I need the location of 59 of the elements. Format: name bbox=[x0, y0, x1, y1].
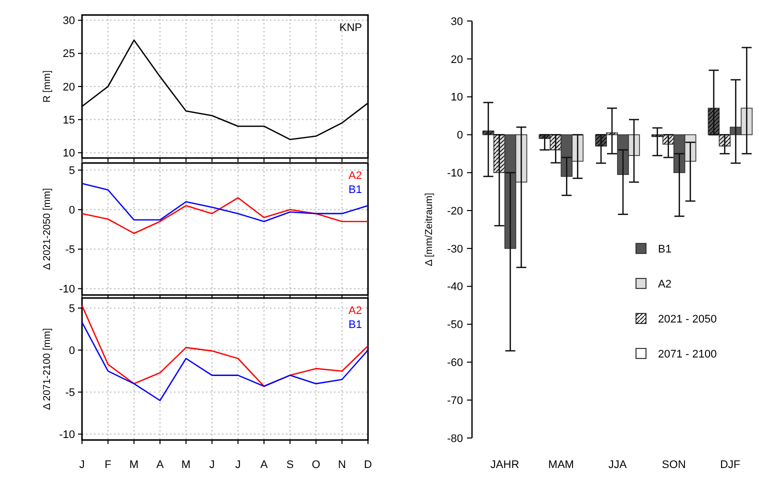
x-tick-label: J bbox=[235, 459, 241, 471]
x-tick-label: N bbox=[338, 459, 346, 471]
y-axis-title: Δ [mm/Zeitraum] bbox=[424, 192, 435, 266]
y-tick-label: 10 bbox=[450, 92, 463, 104]
annotation: B1 bbox=[658, 243, 672, 256]
y-tick-label: 30 bbox=[450, 16, 463, 28]
y-tick-label: 10 bbox=[62, 148, 75, 160]
x-tick-label: JJA bbox=[608, 459, 628, 471]
x-tick-label: F bbox=[104, 459, 112, 471]
y-tick-label: 0 bbox=[68, 204, 75, 216]
x-tick-label: J bbox=[79, 459, 85, 471]
y-tick-label: 0 bbox=[68, 344, 75, 357]
x-tick-label: DJF bbox=[720, 459, 741, 471]
line-series bbox=[81, 304, 369, 387]
text: A2 bbox=[348, 305, 362, 317]
y-tick-label: 5 bbox=[68, 164, 75, 177]
x-tick-label: D bbox=[364, 459, 372, 471]
y-tick-label: -10 bbox=[59, 284, 75, 296]
x-tick-label: S bbox=[286, 459, 294, 471]
y-axis-title: R [mm] bbox=[42, 70, 53, 103]
y-tick-label: 20 bbox=[62, 81, 75, 94]
x-tick-label: JAHR bbox=[490, 459, 520, 471]
x-tick-label: MAM bbox=[548, 459, 574, 471]
y-tick-label: -5 bbox=[65, 386, 75, 399]
x-tick-label: O bbox=[312, 459, 321, 471]
y-axis-title: Δ 2021-2050 [mm] bbox=[42, 188, 53, 270]
x-tick-label: J bbox=[209, 459, 215, 471]
text: A2 bbox=[348, 170, 362, 182]
y-tick-label: 25 bbox=[62, 48, 75, 60]
y-tick-label: -10 bbox=[59, 428, 75, 441]
y-tick-label: -60 bbox=[447, 357, 463, 370]
y-tick-label: -80 bbox=[447, 432, 463, 445]
annotation: A2 bbox=[658, 278, 672, 290]
x-tick-label: M bbox=[129, 459, 139, 471]
x-tick-label: A bbox=[260, 459, 268, 471]
y-tick-label: -20 bbox=[447, 205, 463, 218]
annotation: KNP bbox=[339, 22, 362, 34]
y-tick-label: 15 bbox=[62, 114, 75, 126]
y-tick-label: -30 bbox=[447, 243, 463, 256]
y-tick-label: 0 bbox=[456, 130, 463, 142]
y-tick-label: 5 bbox=[68, 302, 75, 315]
y-tick-label: -10 bbox=[447, 167, 463, 180]
series-label: B1 bbox=[348, 319, 362, 331]
line-series bbox=[81, 182, 369, 222]
x-tick-label: A bbox=[156, 459, 164, 471]
annotation: 2021 - 2050 bbox=[658, 313, 717, 326]
y-tick-label: -70 bbox=[447, 394, 463, 407]
y-tick-label: 20 bbox=[450, 54, 463, 66]
y-axis-title: Δ 2071-2100 [mm] bbox=[42, 328, 53, 410]
y-tick-label: -50 bbox=[447, 319, 463, 332]
y-tick-label: 30 bbox=[62, 15, 75, 28]
line-series bbox=[81, 322, 369, 402]
y-tick-label: -5 bbox=[65, 244, 75, 256]
annotation: 2071 - 2100 bbox=[658, 348, 717, 360]
series-label: B1 bbox=[348, 184, 362, 196]
x-tick-label: SON bbox=[662, 459, 686, 471]
y-tick-label: -40 bbox=[447, 281, 463, 294]
line-series bbox=[81, 197, 369, 234]
x-tick-label: M bbox=[181, 459, 191, 471]
